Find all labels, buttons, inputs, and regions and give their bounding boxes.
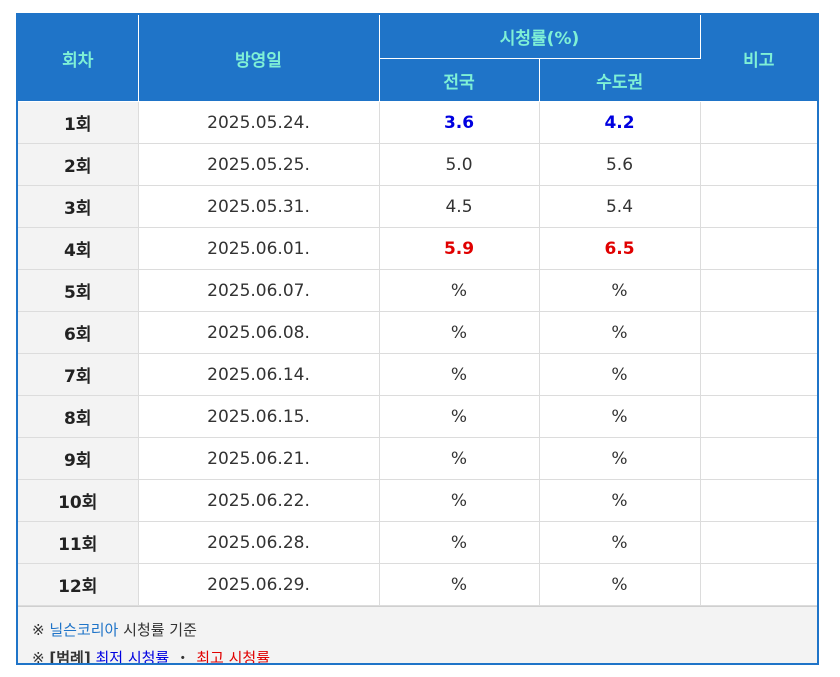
air-date-cell: 2025.05.24. — [138, 101, 380, 144]
air-date-cell: 2025.05.25. — [138, 143, 380, 186]
note-cell — [700, 353, 817, 396]
note-cell — [700, 227, 817, 270]
episode-cell: 6회 — [18, 311, 139, 354]
air-date-cell: 2025.06.01. — [138, 227, 380, 270]
note-cell — [700, 563, 817, 606]
nationwide-rating-cell: % — [379, 479, 540, 522]
legend-high: 최고 시청률 — [196, 649, 271, 665]
episode-cell: 5회 — [18, 269, 139, 312]
ratings-table: 회차 방영일 시청률(%) 비고 전국 수도권 1회 2025.05.24. 3.6… — [18, 15, 817, 606]
episode-cell: 8회 — [18, 395, 139, 438]
source-suffix: 시청률 기준 — [118, 621, 197, 639]
air-date-cell: 2025.06.29. — [138, 563, 380, 606]
nationwide-rating-cell: % — [379, 437, 540, 480]
table-row: 8회 2025.06.15.%% — [18, 395, 817, 438]
table-row: 12회 2025.06.29.%% — [18, 563, 817, 606]
episode-cell: 10회 — [18, 479, 139, 522]
header-rating-group: 시청률(%) — [379, 15, 701, 59]
episode-cell: 4회 — [18, 227, 139, 270]
table-row: 4회 2025.06.01. 5.9 6.5 — [18, 227, 817, 270]
note-cell — [700, 437, 817, 480]
capital-rating-cell: % — [539, 311, 701, 354]
capital-rating-cell: 5.4 — [539, 185, 701, 228]
air-date-cell: 2025.06.28. — [138, 521, 380, 564]
header-nationwide: 전국 — [379, 58, 540, 102]
capital-rating-cell: % — [539, 437, 701, 480]
capital-rating-cell: 4.2 — [539, 101, 701, 144]
air-date-cell: 2025.06.14. — [138, 353, 380, 396]
table-row: 7회 2025.06.14.%% — [18, 353, 817, 396]
table-row: 9회 2025.06.21.%% — [18, 437, 817, 480]
episode-cell: 7회 — [18, 353, 139, 396]
episode-cell: 1회 — [18, 101, 139, 144]
table-row: 3회 2025.05.31. 4.5 5.4 — [18, 185, 817, 228]
legend-low: 최저 시청률 — [95, 649, 170, 665]
nationwide-rating-cell: % — [379, 269, 540, 312]
table-row: 1회 2025.05.24. 3.6 4.2 — [18, 101, 817, 144]
header-capital: 수도권 — [539, 58, 700, 102]
nationwide-rating-cell: % — [379, 563, 540, 606]
footnote-legend-line: ※ [범례] 최저 시청률 ・ 최고 시청률 — [32, 644, 803, 665]
nationwide-rating-cell: % — [379, 521, 540, 564]
nationwide-rating-cell: % — [379, 395, 540, 438]
note-cell — [700, 395, 817, 438]
air-date-cell: 2025.06.22. — [138, 479, 380, 522]
episode-cell: 12회 — [18, 563, 139, 606]
capital-rating-cell: 5.6 — [539, 143, 701, 186]
capital-rating-cell: % — [539, 479, 701, 522]
air-date-cell: 2025.06.07. — [138, 269, 380, 312]
nationwide-rating-cell: 3.6 — [379, 101, 540, 144]
air-date-cell: 2025.05.31. — [138, 185, 380, 228]
nationwide-rating-cell: 5.0 — [379, 143, 540, 186]
reference-mark: ※ — [32, 621, 45, 639]
episode-cell: 3회 — [18, 185, 139, 228]
nationwide-rating-cell: % — [379, 311, 540, 354]
ratings-table-box: 회차 방영일 시청률(%) 비고 전국 수도권 1회 2025.05.24. 3.6… — [16, 13, 819, 665]
table-row: 2회 2025.05.25. 5.0 5.6 — [18, 143, 817, 186]
reference-mark: ※ — [32, 649, 45, 665]
table-row: 6회 2025.06.08.%% — [18, 311, 817, 354]
air-date-cell: 2025.06.08. — [138, 311, 380, 354]
capital-rating-cell: % — [539, 521, 701, 564]
note-cell — [700, 269, 817, 312]
table-row: 11회 2025.06.28.%% — [18, 521, 817, 564]
episode-cell: 9회 — [18, 437, 139, 480]
header-air-date: 방영일 — [138, 15, 380, 102]
note-cell — [700, 185, 817, 228]
table-row: 10회 2025.06.22.%% — [18, 479, 817, 522]
note-cell — [700, 143, 817, 186]
footnote: ※ 닐슨코리아 시청률 기준 ※ [범례] 최저 시청률 ・ 최고 시청률 — [18, 606, 817, 665]
nielsen-korea-link[interactable]: 닐슨코리아 — [49, 621, 119, 639]
nationwide-rating-cell: 5.9 — [379, 227, 540, 270]
legend-label: [범례] — [49, 649, 91, 665]
episode-cell: 2회 — [18, 143, 139, 186]
capital-rating-cell: 6.5 — [539, 227, 701, 270]
nationwide-rating-cell: 4.5 — [379, 185, 540, 228]
note-cell — [700, 479, 817, 522]
note-cell — [700, 521, 817, 564]
header-episode: 회차 — [18, 15, 139, 102]
header-note: 비고 — [700, 15, 817, 102]
table-row: 5회 2025.06.07.%% — [18, 269, 817, 312]
note-cell — [700, 101, 817, 144]
capital-rating-cell: % — [539, 395, 701, 438]
note-cell — [700, 311, 817, 354]
capital-rating-cell: % — [539, 563, 701, 606]
footnote-source-line: ※ 닐슨코리아 시청률 기준 — [32, 616, 803, 644]
air-date-cell: 2025.06.21. — [138, 437, 380, 480]
capital-rating-cell: % — [539, 353, 701, 396]
nationwide-rating-cell: % — [379, 353, 540, 396]
legend-separator: ・ — [175, 649, 191, 665]
air-date-cell: 2025.06.15. — [138, 395, 380, 438]
episode-cell: 11회 — [18, 521, 139, 564]
capital-rating-cell: % — [539, 269, 701, 312]
